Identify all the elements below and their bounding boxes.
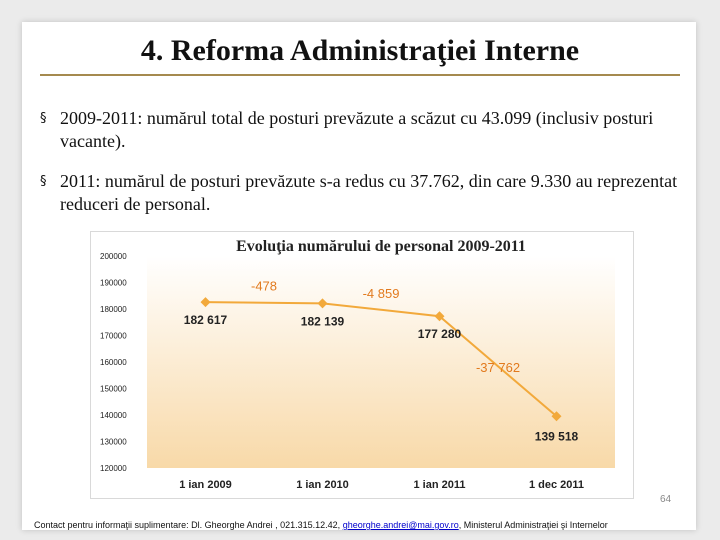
x-tick-label: 1 dec 2011 bbox=[529, 479, 584, 491]
bullet-text: 2011: numărul de posturi prevăzute s-a r… bbox=[60, 171, 678, 214]
y-tick-label: 180000 bbox=[100, 305, 127, 314]
footer-contact: Contact pentru informaţii suplimentare: … bbox=[34, 520, 608, 530]
page-number: 64 bbox=[660, 494, 672, 505]
bullet-text: 2009-2011: numărul total de posturi prev… bbox=[60, 108, 654, 151]
series-line bbox=[205, 301, 558, 418]
data-point-marker bbox=[200, 297, 211, 308]
data-label: 182 139 bbox=[301, 314, 345, 328]
bullet-marker: § bbox=[40, 111, 47, 126]
change-label: -4 859 bbox=[363, 286, 400, 301]
change-label: -478 bbox=[251, 279, 277, 294]
slide-title: 4. Reforma Administraţiei Interne bbox=[140, 34, 580, 67]
chart-canvas: Evoluţia numărului de personal 2009-2011… bbox=[100, 238, 615, 491]
change-label: -37 762 bbox=[476, 360, 520, 375]
y-tick-label: 200000 bbox=[100, 252, 127, 261]
data-label: 139 518 bbox=[535, 429, 579, 443]
x-tick-label: 1 ian 2009 bbox=[179, 479, 232, 491]
personnel-line-chart: Evoluţia numărului de personal 2009-2011… bbox=[90, 231, 634, 499]
y-tick-label: 170000 bbox=[100, 332, 127, 341]
data-label: 182 617 bbox=[184, 313, 228, 327]
chart-title: Evoluţia numărului de personal 2009-2011 bbox=[236, 238, 526, 255]
footer-prefix: Contact pentru informaţii suplimentare: … bbox=[34, 520, 343, 530]
plot-area bbox=[147, 256, 615, 468]
footer-email-link[interactable]: gheorghe.andrei@mai.gov.ro bbox=[342, 520, 459, 530]
data-point-marker bbox=[551, 411, 562, 422]
x-tick-label: 1 ian 2010 bbox=[296, 479, 349, 491]
y-tick-label: 130000 bbox=[100, 438, 127, 447]
y-tick-label: 190000 bbox=[100, 279, 127, 288]
data-point-marker bbox=[317, 298, 328, 309]
x-tick-label: 1 ian 2011 bbox=[414, 479, 466, 491]
y-tick-label: 120000 bbox=[100, 464, 127, 473]
data-point-marker bbox=[434, 311, 445, 322]
y-tick-label: 140000 bbox=[100, 411, 127, 420]
y-tick-label: 150000 bbox=[100, 385, 127, 394]
title-underline bbox=[40, 74, 680, 76]
bullet-marker: § bbox=[40, 174, 47, 189]
footer-suffix: , Ministerul Administraţiei şi Internelo… bbox=[458, 520, 608, 530]
data-label: 177 280 bbox=[418, 327, 462, 341]
y-tick-label: 160000 bbox=[100, 358, 127, 367]
